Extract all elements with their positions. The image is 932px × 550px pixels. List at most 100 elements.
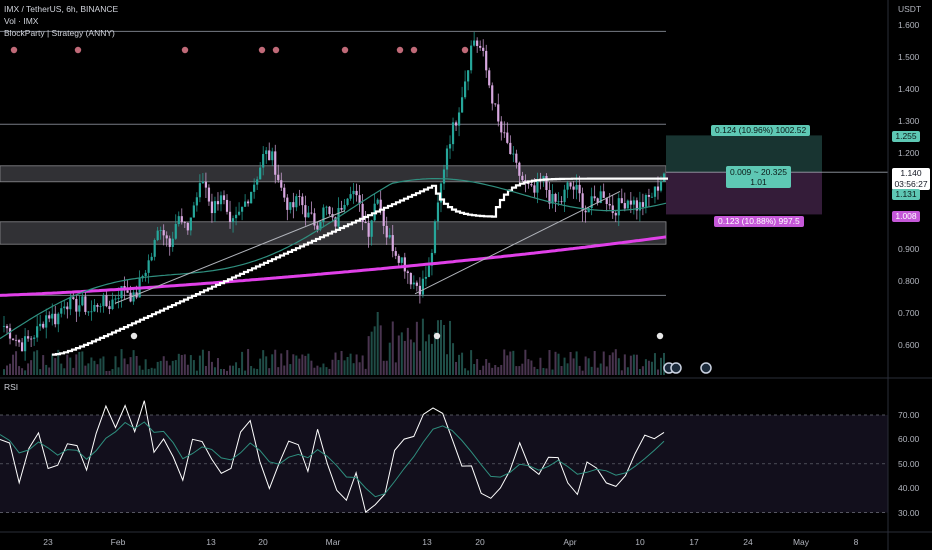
volume-bar <box>641 366 644 375</box>
candle-body <box>620 198 623 204</box>
candle-body <box>587 208 590 213</box>
volume-bar <box>24 370 27 375</box>
circle-marker-icon <box>670 362 682 374</box>
volume-bar <box>174 360 177 375</box>
stop-label[interactable]: 0.123 (10.88%) 997.5 <box>714 216 804 227</box>
target-price-badge: 1.255 <box>892 131 920 142</box>
candle-body <box>430 252 434 266</box>
volume-bar <box>614 349 617 375</box>
volume-bar <box>45 364 48 375</box>
volume-bar <box>316 365 319 375</box>
volume-bar <box>168 365 171 375</box>
volume-bar <box>78 351 81 375</box>
candle-body <box>403 257 406 272</box>
candle-body <box>63 306 66 309</box>
volume-bar <box>521 363 524 375</box>
candle-body <box>48 315 51 319</box>
candle-body <box>328 206 331 215</box>
candle-body <box>250 191 253 204</box>
price-tick-label: 1.500 <box>898 52 920 62</box>
candle-body <box>253 184 256 192</box>
volume-bar <box>42 355 45 375</box>
volume-bar <box>569 351 572 375</box>
candle-body <box>388 235 391 238</box>
candle-body <box>45 315 48 328</box>
rsi-tick-label: 50.00 <box>898 458 920 469</box>
skull-marker-icon <box>433 332 441 340</box>
time-tick-label: Feb <box>110 537 126 547</box>
volume-bar <box>611 352 614 375</box>
entry-label-line2: 1.01 <box>750 177 767 187</box>
candle-body <box>334 217 337 227</box>
volume-bar <box>406 327 409 375</box>
candle-body <box>518 162 521 176</box>
mid-ma-line <box>0 178 667 340</box>
volume-bar <box>653 353 656 375</box>
volume-bar <box>663 352 665 375</box>
volume-bar <box>304 355 307 375</box>
volume-bar <box>295 355 298 375</box>
candle-body <box>195 197 198 206</box>
volume-bar <box>201 349 204 375</box>
candle-body <box>186 222 189 231</box>
volume-bar <box>229 365 232 375</box>
volume-bar <box>334 352 337 375</box>
candle-body <box>346 198 349 205</box>
volume-bar <box>605 366 608 375</box>
time-tick-label: 10 <box>635 537 645 547</box>
stop-price-badge: 1.008 <box>892 211 920 222</box>
skull-marker-icon <box>181 46 189 54</box>
rsi-legend[interactable]: RSI <box>4 382 19 392</box>
candle-body <box>99 306 102 307</box>
volume-bar <box>518 366 521 375</box>
candle-body <box>283 187 286 198</box>
volume-bar <box>247 349 250 375</box>
candle-body <box>476 40 479 46</box>
volume-bar <box>256 368 259 375</box>
volume-bar <box>644 359 647 375</box>
volume-legend[interactable]: Vol · IMX <box>4 16 39 26</box>
volume-bar <box>593 351 596 375</box>
candle-body <box>87 311 90 313</box>
candle-body <box>322 207 325 222</box>
volume-bar <box>289 364 292 375</box>
volume-bar <box>497 367 500 375</box>
volume-bar <box>575 351 578 375</box>
candle-body <box>2 325 6 327</box>
volume-bar <box>216 358 219 375</box>
candle-body <box>563 189 566 203</box>
candle-body <box>382 209 385 226</box>
candle-body <box>521 175 524 181</box>
strategy-legend[interactable]: BlockParty | Strategy (ANNY) <box>4 28 115 38</box>
volume-bar <box>524 349 527 375</box>
volume-bar <box>18 366 21 375</box>
candle-body <box>394 251 397 256</box>
entry-label[interactable]: 0.009 ~ 20.325 1.01 <box>726 166 791 188</box>
candle-body <box>51 313 54 319</box>
volume-bar <box>271 354 274 375</box>
candle-body <box>340 207 343 210</box>
candle-body <box>304 205 307 218</box>
volume-bar <box>165 360 168 375</box>
candle-body <box>373 203 376 221</box>
candle-body <box>617 198 620 216</box>
volume-bar <box>421 318 424 375</box>
entry-label-line1: 0.009 ~ 20.325 <box>730 167 787 177</box>
volume-bar <box>129 357 132 375</box>
candle-body <box>650 196 654 198</box>
candle-body <box>500 121 503 133</box>
volume-bar <box>162 356 165 375</box>
volume-bar <box>277 367 280 375</box>
target-label[interactable]: 0.124 (10.96%) 1002.52 <box>711 125 811 136</box>
candle-body <box>358 195 361 204</box>
symbol-title[interactable]: IMX / TetherUS, 6h, BINANCE <box>4 4 119 14</box>
volume-bar <box>250 366 253 375</box>
volume-bar <box>415 321 418 375</box>
price-tick-label: 0.700 <box>898 308 920 318</box>
candle-body <box>271 151 274 161</box>
volume-bar <box>418 350 421 375</box>
time-tick-label: 24 <box>743 537 753 547</box>
volume-bar <box>9 363 12 375</box>
volume-bar <box>596 367 599 375</box>
